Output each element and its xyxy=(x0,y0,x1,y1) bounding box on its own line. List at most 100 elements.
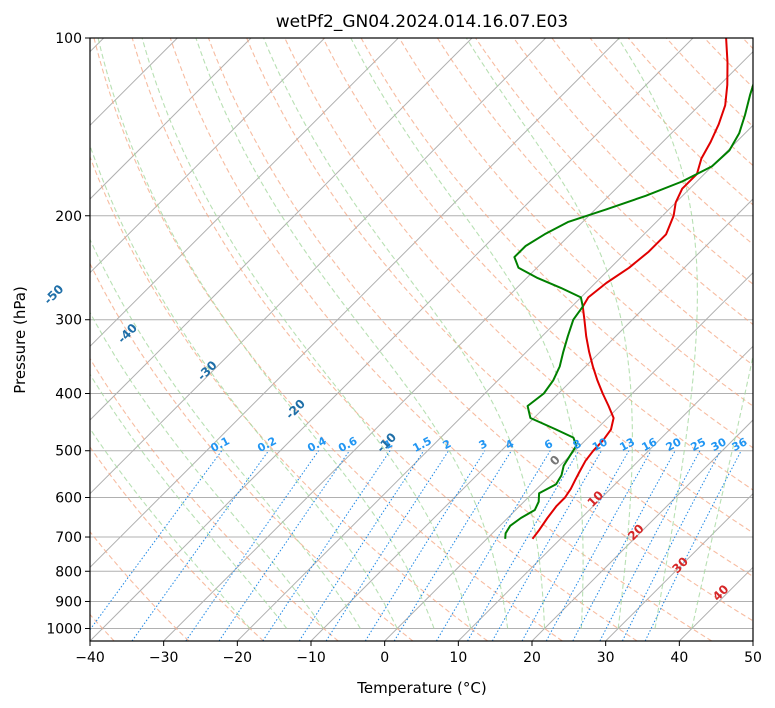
dry-adiabat-line xyxy=(551,38,753,246)
y-tick-label: 1000 xyxy=(46,621,82,637)
isotherm-line xyxy=(752,640,753,641)
x-tick-label: −10 xyxy=(296,650,326,666)
dry-adiabat-line xyxy=(436,38,753,366)
moist-adiabat-line xyxy=(263,38,546,629)
y-tick-label: 700 xyxy=(55,530,82,546)
mixing-ratio-label: 20 xyxy=(664,435,684,454)
mixing-ratio-line xyxy=(545,450,652,641)
mixing-ratio-line xyxy=(491,450,602,641)
moist-adiabat-line xyxy=(465,38,633,629)
moist-adiabat-line xyxy=(691,353,753,629)
mixing-ratio-line xyxy=(262,450,391,641)
dry-adiabat-label: -40 xyxy=(115,321,140,346)
isotherm-line xyxy=(90,38,620,569)
dry-adiabat-line xyxy=(131,38,638,641)
isotherm-line xyxy=(90,38,399,348)
dry-adiabat-line xyxy=(475,38,753,326)
isotherm-line xyxy=(457,345,753,641)
mixing-ratio-label: 0.6 xyxy=(336,434,360,455)
mixing-ratio-label: 25 xyxy=(688,435,708,454)
x-tick-label: 40 xyxy=(670,650,688,666)
mixing-ratio-line xyxy=(364,450,486,641)
x-tick-label: −40 xyxy=(75,650,105,666)
moist-adiabat-line xyxy=(141,38,472,629)
isotherm-line xyxy=(236,124,753,641)
mixing-ratio-label: 2 xyxy=(441,437,454,452)
moist-adiabat-line xyxy=(90,373,288,629)
y-tick-label: 400 xyxy=(55,387,82,403)
y-tick-label: 800 xyxy=(55,564,82,580)
mixing-ratio-line xyxy=(131,450,270,641)
dry-adiabat-line xyxy=(398,38,753,407)
x-axis: −40 −30 −20 −10 0 10 20 30 40 50 xyxy=(75,641,762,666)
moist-adiabat-line xyxy=(90,238,361,629)
y-axis-label: Pressure (hPa) xyxy=(11,286,29,394)
moist-adiabat-label: 30 xyxy=(669,554,691,576)
dry-adiabat-line xyxy=(665,38,753,128)
moist-adiabat-line xyxy=(195,38,509,629)
mixing-ratio-label: 1.5 xyxy=(411,434,434,455)
profile-lines xyxy=(504,38,753,540)
mixing-ratio-label: 3 xyxy=(477,437,490,452)
mixing-ratio-line xyxy=(599,450,701,641)
y-tick-label: 300 xyxy=(55,313,82,329)
mixing-ratio-label: 0.4 xyxy=(305,434,329,455)
y-tick-label: 600 xyxy=(55,490,82,506)
isotherm-line xyxy=(163,50,753,641)
moist-adiabat-line xyxy=(90,311,324,629)
dry-adiabat-line xyxy=(284,38,753,534)
line-labels: 0.10.20.40.611.52346810131620253036-100-… xyxy=(41,282,750,604)
background-lines xyxy=(90,38,753,641)
mixing-ratio-line xyxy=(298,450,425,641)
y-axis: 100 200 300 400 500 600 700 800 900 1000 xyxy=(46,31,90,637)
moist-adiabat-line xyxy=(90,144,398,629)
dry-adiabat-line xyxy=(513,38,753,285)
mixing-ratio-label: 16 xyxy=(640,435,660,454)
dry-adiabat-line xyxy=(93,38,563,641)
temperature-profile xyxy=(531,38,729,540)
x-tick-label: 20 xyxy=(523,650,541,666)
dry-adiabat-line xyxy=(90,446,264,641)
mixing-ratio-label: 30 xyxy=(709,435,729,454)
y-tick-label: 500 xyxy=(55,444,82,460)
mixing-ratio-line xyxy=(393,450,512,641)
y-tick-label: 900 xyxy=(55,594,82,610)
isotherm-line xyxy=(678,566,753,641)
x-tick-label: 30 xyxy=(597,650,615,666)
isotherm-line xyxy=(605,492,753,641)
moist-adiabat-label: 40 xyxy=(710,582,732,604)
moist-adiabat-label: 10 xyxy=(585,488,607,510)
dry-adiabat-line xyxy=(246,38,753,578)
dry-adiabat-line xyxy=(322,38,753,491)
dry-adiabat-line xyxy=(90,155,488,641)
isotherm-line xyxy=(90,38,694,641)
x-tick-label: 0 xyxy=(380,650,389,666)
mixing-ratio-label: 6 xyxy=(542,437,555,452)
mixing-ratio-line xyxy=(644,450,742,641)
isotherm-line xyxy=(90,38,473,421)
mixing-ratio-line xyxy=(185,450,320,641)
dry-adiabat-line xyxy=(90,357,339,641)
mixing-ratio-label: 13 xyxy=(617,435,637,454)
x-tick-label: −30 xyxy=(149,650,179,666)
dry-adiabat-line xyxy=(360,38,753,449)
dewpoint-profile xyxy=(504,82,753,539)
mixing-ratio-line xyxy=(521,450,630,641)
y-tick-label: 200 xyxy=(55,209,82,225)
dry-adiabat-label: -50 xyxy=(41,282,66,307)
mixing-ratio-line xyxy=(218,450,350,641)
moist-adiabat-line xyxy=(350,38,584,629)
mixing-ratio-label: 36 xyxy=(730,435,750,454)
isotherm-line xyxy=(384,271,753,641)
dry-adiabat-line xyxy=(169,38,712,641)
moist-adiabat-label: 0 xyxy=(547,453,563,469)
isotherm-line xyxy=(90,38,326,274)
mixing-ratio-label: 10 xyxy=(590,435,610,454)
isotherm-line xyxy=(310,198,753,641)
dry-adiabat-line xyxy=(742,38,753,50)
x-tick-label: 50 xyxy=(744,650,762,666)
chart-title: wetPf2_GN04.2024.014.16.07.E03 xyxy=(276,12,568,32)
x-tick-label: −20 xyxy=(223,650,253,666)
dry-adiabat-line xyxy=(589,38,753,206)
